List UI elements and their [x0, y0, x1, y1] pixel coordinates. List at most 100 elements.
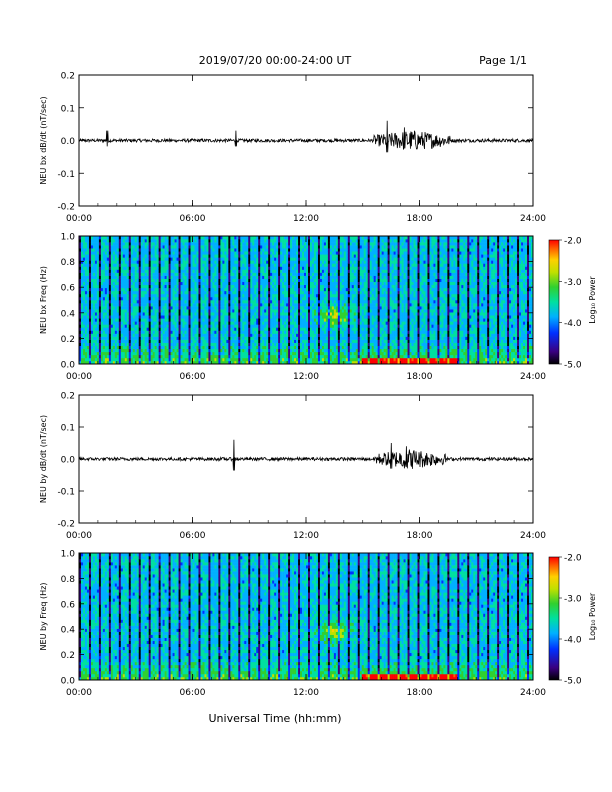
spectrogram-cell [127, 337, 129, 340]
spectrogram-cell [137, 330, 139, 333]
spectrogram-cell [234, 312, 236, 315]
spectrogram-cell [254, 263, 256, 266]
spectrogram-cell [236, 337, 238, 340]
spectrogram-cell [286, 239, 288, 242]
spectrogram-cell [266, 309, 268, 312]
spectrogram-cell [248, 294, 250, 297]
spectrogram-cell [111, 248, 113, 251]
spectrogram-cell [196, 291, 198, 294]
spectrogram-cell [228, 327, 230, 330]
spectrogram-cell [183, 318, 185, 321]
spectrogram-cell [111, 282, 113, 285]
spectrogram-cell [81, 355, 83, 358]
spectrogram-cell [81, 270, 83, 273]
spectrogram-cell [272, 318, 274, 321]
spectrogram-cell [198, 276, 200, 279]
spectrogram-cell [246, 260, 248, 263]
spectrogram-cell [220, 236, 222, 239]
spectrogram-cell [288, 288, 290, 291]
spectrogram-cell [165, 309, 167, 312]
spectrogram-cell [193, 266, 195, 269]
spectrogram-cell [117, 273, 119, 276]
spectrogram-cell [270, 315, 272, 318]
spectrogram-cell [149, 337, 151, 340]
spectrogram-cell [302, 245, 304, 248]
spectrogram-cell [95, 263, 97, 266]
spectrogram-cell [157, 306, 159, 309]
spectrogram-cell [93, 343, 95, 346]
spectrogram-cell [222, 315, 224, 318]
spectrogram-cell [81, 257, 83, 260]
spectrogram-cell [87, 346, 89, 349]
spectrogram-cell [141, 260, 143, 263]
spectrogram-cell [290, 263, 292, 266]
spectrogram-cell [258, 352, 260, 355]
spectrogram-cell [169, 337, 171, 340]
spectrogram-cell [147, 300, 149, 303]
spectrogram-cell [234, 340, 236, 343]
spectrogram-cell [300, 309, 302, 312]
spectrogram-cell [308, 248, 310, 251]
spectrogram-cell [302, 273, 304, 276]
spectrogram-cell [183, 352, 185, 355]
spectrogram-cell [208, 285, 210, 288]
spectrogram-cell [290, 306, 292, 309]
spectrogram-cell [87, 276, 89, 279]
spectrogram-cell [119, 260, 121, 263]
spectrogram-cell [121, 358, 123, 361]
spectrogram-cell [306, 321, 308, 324]
spectrogram-cell [212, 294, 214, 297]
spectrogram-cell [105, 282, 107, 285]
spectrogram-cell [200, 245, 202, 248]
spectrogram-cell [141, 312, 143, 315]
spectrogram-cell [264, 270, 266, 273]
spectrogram-cell [139, 282, 141, 285]
spectrogram-cell [252, 266, 254, 269]
spectrogram-cell [198, 327, 200, 330]
spectrogram-cell [252, 324, 254, 327]
spectrogram-cell [97, 312, 99, 315]
spectrogram-cell [286, 236, 288, 239]
spectrogram-cell [282, 288, 284, 291]
spectrogram-cell [224, 239, 226, 242]
spectrogram-cell [89, 315, 91, 318]
spectrogram-cell [248, 349, 250, 352]
spectrogram-cell [224, 318, 226, 321]
spectrogram-cell [198, 349, 200, 352]
spectrogram-cell [91, 303, 93, 306]
spectrogram-cell [81, 282, 83, 285]
spectrogram-cell [163, 337, 165, 340]
spectrogram-cell [302, 270, 304, 273]
spectrogram-cell [173, 248, 175, 251]
spectrogram-cell [119, 358, 121, 361]
spectrogram-cell [276, 352, 278, 355]
spectrogram-cell [105, 349, 107, 352]
spectrogram-cell [268, 334, 270, 337]
spectrogram-cell [107, 239, 109, 242]
spectrogram-cell [117, 318, 119, 321]
spectrogram-cell [121, 282, 123, 285]
spectrogram-cell [177, 239, 179, 242]
spectrogram-cell [262, 309, 264, 312]
spectrogram-cell [117, 239, 119, 242]
spectrogram-cell [125, 330, 127, 333]
spectrogram-cell [296, 352, 298, 355]
spectrogram-cell [141, 337, 143, 340]
spectrogram-cell [117, 297, 119, 300]
spectrogram-cell [133, 327, 135, 330]
spectrogram-cell [238, 245, 240, 248]
spectrogram-cell [280, 300, 282, 303]
spectrogram-cell [202, 260, 204, 263]
spectrogram-cell [298, 315, 300, 318]
spectrogram-cell [153, 266, 155, 269]
spectrogram-cell [262, 340, 264, 343]
spectrogram-cell [175, 352, 177, 355]
spectrogram-cell [109, 270, 111, 273]
spectrogram-cell [151, 315, 153, 318]
spectrogram-cell [89, 285, 91, 288]
spectrogram-cell [159, 294, 161, 297]
spectrogram-cell [208, 303, 210, 306]
spectrogram-cell [107, 312, 109, 315]
spectrogram-cell [141, 245, 143, 248]
spectrogram-cell [117, 257, 119, 260]
